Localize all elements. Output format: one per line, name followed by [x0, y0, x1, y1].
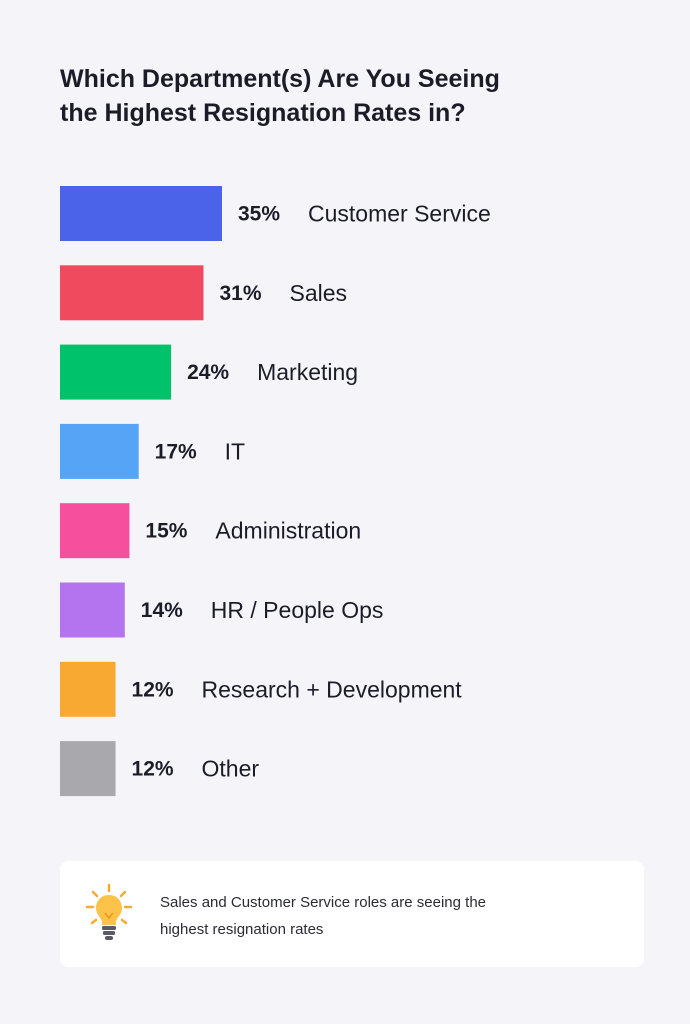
value-label-research-development: 12%	[132, 678, 174, 701]
value-label-administration: 15%	[145, 520, 187, 543]
bar-other	[60, 741, 116, 797]
chart-title-line-1: Which Department(s) Are You Seeing	[60, 65, 500, 93]
category-label-research-development: Research + Development	[202, 676, 463, 702]
value-label-marketing: 24%	[187, 361, 229, 384]
category-label-administration: Administration	[215, 518, 361, 544]
chart-title: Which Department(s) Are You Seeing the H…	[60, 62, 640, 130]
bar-research-development	[60, 661, 116, 717]
bar-chart: 35% Customer Service 31% Sales 24% Marketing 1…	[60, 186, 491, 797]
callout-line-2: highest resignation rates	[160, 921, 324, 938]
bar-it	[60, 423, 139, 479]
category-label-other: Other	[202, 756, 260, 782]
value-label-other: 12%	[132, 758, 174, 781]
chart-title-line-2: the Highest Resignation Rates in?	[60, 99, 466, 127]
value-label-hr-people-ops: 14%	[141, 599, 183, 622]
bar-customer-service	[60, 186, 222, 241]
value-label-sales: 31%	[219, 282, 261, 305]
bar-administration	[60, 503, 130, 559]
bar-sales	[60, 265, 204, 321]
value-label-it: 17%	[155, 440, 197, 463]
category-label-customer-service: Customer Service	[308, 201, 491, 227]
bar-hr-people-ops	[60, 582, 125, 638]
category-label-marketing: Marketing	[257, 359, 358, 385]
insight-callout: Sales and Customer Service roles are see…	[60, 861, 644, 967]
category-label-hr-people-ops: HR / People Ops	[211, 597, 384, 623]
category-label-sales: Sales	[289, 280, 347, 306]
bar-marketing	[60, 344, 172, 400]
value-label-customer-service: 35%	[238, 203, 280, 226]
callout-line-1: Sales and Customer Service roles are see…	[160, 894, 487, 911]
callout-text: Sales and Customer Service roles are see…	[160, 889, 620, 943]
category-label-it: IT	[225, 438, 245, 464]
lightbulb-icon	[86, 883, 132, 940]
